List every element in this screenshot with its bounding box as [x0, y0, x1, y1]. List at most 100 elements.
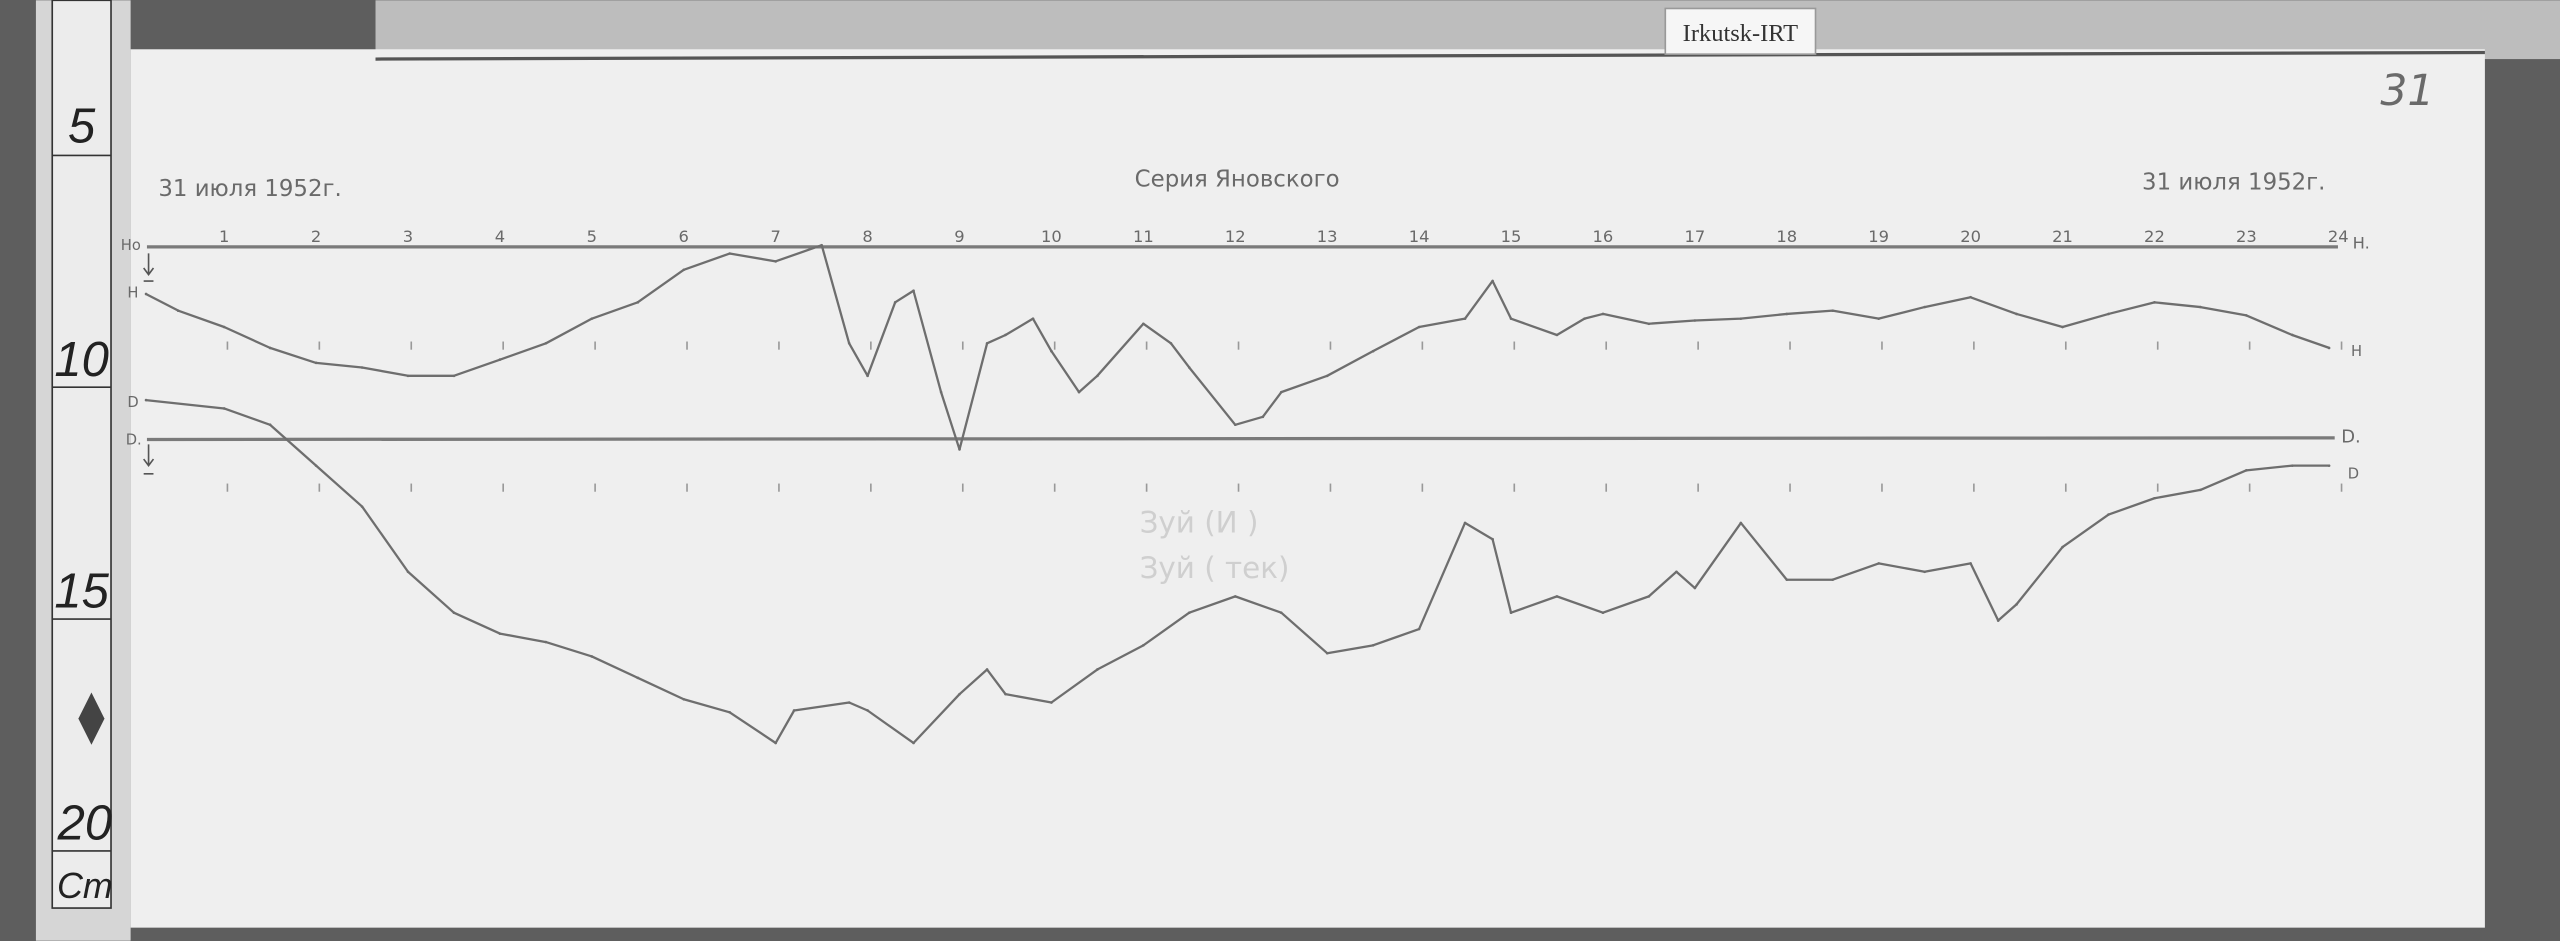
trace-h-point — [1096, 374, 1099, 378]
trace-h-point — [314, 361, 318, 365]
hour-tick-label: 8 — [862, 227, 872, 246]
hour-tick-label: 2 — [311, 227, 321, 246]
trace-d-point — [1509, 611, 1513, 615]
trace-h-point — [360, 366, 364, 369]
trace-h-point — [1050, 349, 1053, 353]
hour-tick-label: 12 — [1225, 227, 1246, 246]
trace-d-point — [1050, 701, 1053, 704]
trace-d-point — [1647, 595, 1651, 598]
trace-h-point — [1491, 279, 1494, 283]
trace-d-point — [958, 692, 961, 696]
trace-d-point — [1555, 595, 1559, 598]
trace-d-point — [1923, 570, 1926, 574]
trace-h-point — [1077, 390, 1081, 394]
trace-h-point — [498, 358, 502, 361]
trace-d-point — [1675, 570, 1678, 574]
trace-h-point — [1233, 423, 1237, 427]
trace-d-point — [682, 697, 686, 701]
trace-h-point — [847, 341, 851, 345]
trace-d-point — [792, 709, 796, 712]
trace-h-point — [866, 374, 869, 378]
trace-h-point — [2061, 325, 2064, 329]
trace-h-point — [176, 309, 180, 313]
paper-sheet — [130, 49, 2485, 928]
hour-tick-label: 7 — [770, 227, 780, 246]
d-curve-label: D — [2348, 466, 2359, 483]
trace-h-point — [985, 341, 989, 345]
trace-h-point — [636, 301, 640, 304]
trace-h-point — [1463, 317, 1467, 320]
trace-h-point — [1583, 317, 1586, 320]
trace-h-point — [1693, 319, 1697, 322]
trace-d-point — [406, 570, 410, 574]
trace-h-point — [1417, 325, 1421, 329]
hour-tick-label: 5 — [587, 227, 597, 246]
station-tag-text: Irkutsk-IRT — [1683, 20, 1798, 47]
date-left: 31 июля 1952г. — [158, 176, 341, 202]
hour-tick-label: 11 — [1133, 227, 1154, 246]
hour-tick-label: 13 — [1317, 227, 1338, 246]
trace-h-point — [144, 292, 148, 296]
trace-h-point — [1831, 309, 1835, 313]
trace-d-point — [1693, 586, 1697, 590]
trace-d-point — [1004, 692, 1007, 696]
trace-d-point — [1325, 651, 1329, 655]
trace-h-point — [1004, 333, 1007, 337]
trace-d-point — [1279, 611, 1283, 615]
h-curve-label: H — [2351, 343, 2362, 360]
trace-d-point — [1463, 521, 1467, 525]
trace-h-point — [406, 374, 410, 378]
trace-d-point — [360, 505, 364, 508]
trace-d-point — [2327, 464, 2331, 467]
trace-d-point — [912, 741, 915, 745]
d-baseline-left-label: D. — [126, 431, 142, 448]
trace-h-point — [452, 374, 456, 378]
trace-d-point — [452, 611, 456, 615]
hour-tick-label: 15 — [1501, 227, 1522, 246]
trace-h-point — [1877, 317, 1880, 320]
hour-tick-label: 6 — [679, 227, 689, 246]
stamp-line-2: Зуй ( тек) — [1140, 551, 1290, 585]
trace-d-point — [728, 710, 732, 714]
hour-tick-label: 9 — [954, 227, 964, 246]
station-tag — [1664, 7, 1817, 55]
hour-tick-label: 16 — [1593, 227, 1614, 246]
trace-d-point — [2199, 488, 2202, 492]
trace-h-point — [1969, 295, 1972, 299]
d-baseline-right-label: D. — [2341, 427, 2361, 448]
hour-tick-label: 17 — [1684, 227, 1705, 246]
d-left-label: D — [127, 394, 138, 411]
trace-h-point — [1647, 322, 1651, 326]
trace-h-point — [1325, 374, 1329, 378]
trace-h-point — [268, 346, 272, 350]
trace-d-point — [590, 655, 594, 658]
trace-h-point — [1509, 317, 1513, 320]
cm-ruler: 5 10 15 20 Cm — [35, 0, 131, 941]
stamp-line-1: Зуй (И ) — [1140, 506, 1259, 540]
h-arrow-icon — [143, 253, 155, 282]
trace-h-point — [1142, 322, 1145, 326]
trace-d-point — [1831, 578, 1835, 581]
hour-tick-label: 3 — [403, 227, 413, 246]
trace-h-point — [2015, 312, 2018, 316]
hour-tick-label: 1 — [219, 227, 229, 246]
trace-d-point — [2245, 469, 2248, 472]
trace-h-point — [1371, 349, 1375, 353]
h-left-label: H — [127, 284, 138, 301]
trace-d-point — [2015, 603, 2018, 606]
hour-tick-label: 24 — [2328, 227, 2349, 246]
trace-h-point — [958, 448, 961, 451]
trace-h-point — [682, 268, 686, 272]
d-arrow-icon — [143, 444, 155, 475]
hour-tick-label: 22 — [2144, 227, 2165, 246]
trace-h-point — [2107, 312, 2110, 316]
trace-h-point — [1555, 333, 1559, 337]
h-baseline-right-label: H. — [2353, 233, 2370, 252]
d-baseline — [146, 436, 2335, 442]
trace-d-point — [144, 398, 148, 402]
trace-d-point — [1601, 611, 1605, 615]
trace-h-point — [590, 317, 594, 320]
trace-d-point — [866, 709, 869, 712]
trace-h-point — [2291, 333, 2294, 337]
ruler-mark-20: 20 — [57, 796, 112, 850]
